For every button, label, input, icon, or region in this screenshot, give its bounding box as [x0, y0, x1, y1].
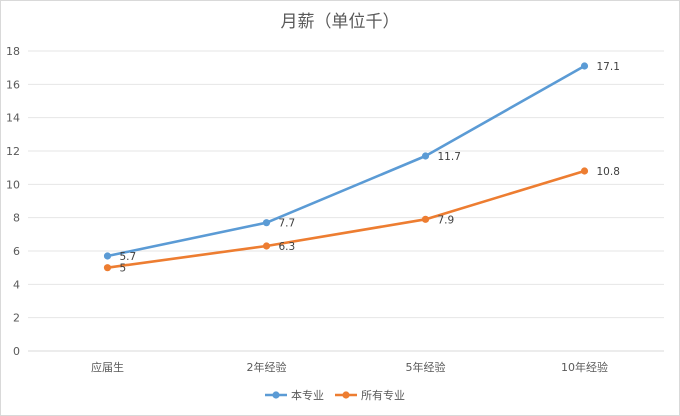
data-label: 5 — [120, 263, 127, 275]
x-tick-label: 5年经验 — [406, 360, 446, 374]
gridlines — [28, 50, 664, 352]
y-tick-label: 18 — [6, 45, 20, 58]
series-2: 5 6.3 7.9 10.8 — [103, 166, 620, 275]
data-point — [580, 167, 589, 175]
data-label: 17.1 — [597, 61, 620, 73]
y-tick-label: 2 — [13, 312, 20, 325]
series-group: 5.7 7.7 11.7 17.1 5 6.3 7.9 10.8 — [103, 61, 620, 275]
data-point — [580, 62, 589, 70]
series-line — [106, 64, 586, 258]
y-tick-label: 16 — [6, 78, 20, 91]
data-point — [103, 252, 112, 260]
data-point — [103, 264, 112, 272]
data-label: 6.3 — [279, 241, 296, 253]
legend: 本专业 所有专业 — [265, 388, 405, 402]
data-point — [262, 219, 271, 227]
y-tick-label: 14 — [6, 112, 20, 125]
x-tick-label: 应届生 — [91, 360, 124, 374]
data-point — [421, 215, 430, 223]
y-tick-label: 12 — [6, 145, 20, 158]
data-label: 10.8 — [597, 166, 620, 178]
data-label: 7.7 — [279, 218, 296, 230]
y-tick-label: 4 — [13, 278, 20, 291]
data-label: 7.9 — [438, 214, 455, 226]
data-point — [262, 242, 271, 250]
y-tick-label: 6 — [13, 245, 20, 258]
legend-label: 所有专业 — [361, 388, 405, 402]
x-tick-label: 10年经验 — [561, 360, 608, 374]
data-label: 11.7 — [438, 151, 461, 163]
x-tick-label: 2年经验 — [247, 360, 287, 374]
legend-point-marker — [342, 391, 350, 399]
legend-point-marker — [272, 391, 280, 399]
y-axis: 0 2 4 6 8 10 12 14 16 18 — [6, 45, 20, 358]
chart-title: 月薪（单位千） — [281, 12, 400, 32]
series-line — [106, 169, 586, 269]
x-axis: 应届生 2年经验 5年经验 10年经验 — [91, 360, 608, 374]
legend-label: 本专业 — [291, 388, 324, 402]
data-label: 5.7 — [120, 251, 137, 263]
legend-item: 所有专业 — [335, 388, 405, 402]
y-tick-label: 10 — [6, 178, 20, 191]
y-tick-label: 0 — [13, 345, 20, 358]
data-point — [421, 152, 430, 160]
legend-item: 本专业 — [265, 388, 324, 402]
series-1: 5.7 7.7 11.7 17.1 — [103, 61, 620, 263]
y-tick-label: 8 — [13, 212, 20, 225]
